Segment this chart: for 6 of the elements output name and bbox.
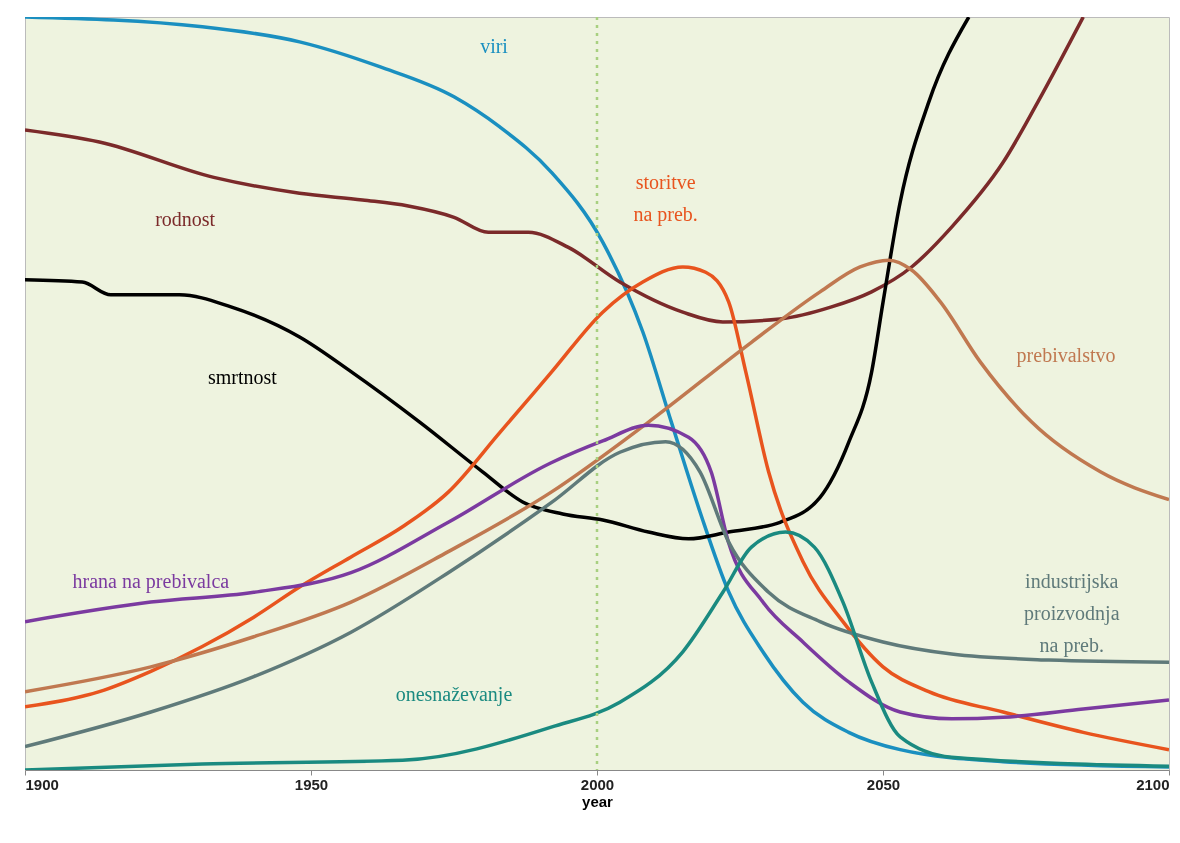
x-tick-label: 2000 [580,775,615,793]
x-tick-label: 2050 [866,775,901,793]
x-tick-label: 1900 [25,775,59,793]
x-tick-label: 1950 [294,775,329,793]
x-tick-label: 2100 [1136,775,1170,793]
x-axis-title: year [582,792,614,810]
